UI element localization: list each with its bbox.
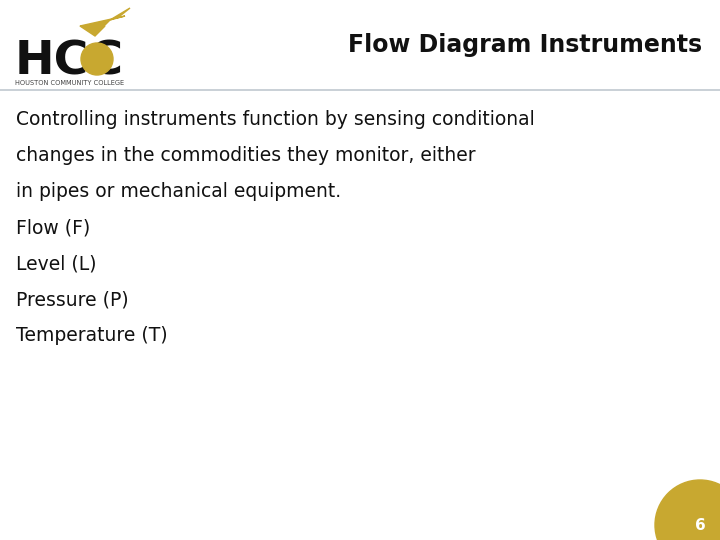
Text: Level (L): Level (L) — [16, 254, 96, 273]
Text: HOUSTON COMMUNITY COLLEGE: HOUSTON COMMUNITY COLLEGE — [15, 80, 124, 86]
Circle shape — [81, 43, 113, 75]
Text: 6: 6 — [695, 517, 706, 532]
Text: HCC: HCC — [15, 39, 124, 84]
Polygon shape — [80, 26, 105, 36]
Polygon shape — [110, 8, 130, 20]
Text: Pressure (P): Pressure (P) — [16, 290, 129, 309]
Polygon shape — [80, 16, 125, 30]
Text: changes in the commodities they monitor, either: changes in the commodities they monitor,… — [16, 146, 476, 165]
Text: Temperature (T): Temperature (T) — [16, 326, 168, 345]
Text: Flow Diagram Instruments: Flow Diagram Instruments — [348, 33, 702, 57]
Text: Flow (F): Flow (F) — [16, 218, 90, 237]
Circle shape — [655, 480, 720, 540]
Text: in pipes or mechanical equipment.: in pipes or mechanical equipment. — [16, 182, 341, 201]
Text: Controlling instruments function by sensing conditional: Controlling instruments function by sens… — [16, 110, 535, 129]
